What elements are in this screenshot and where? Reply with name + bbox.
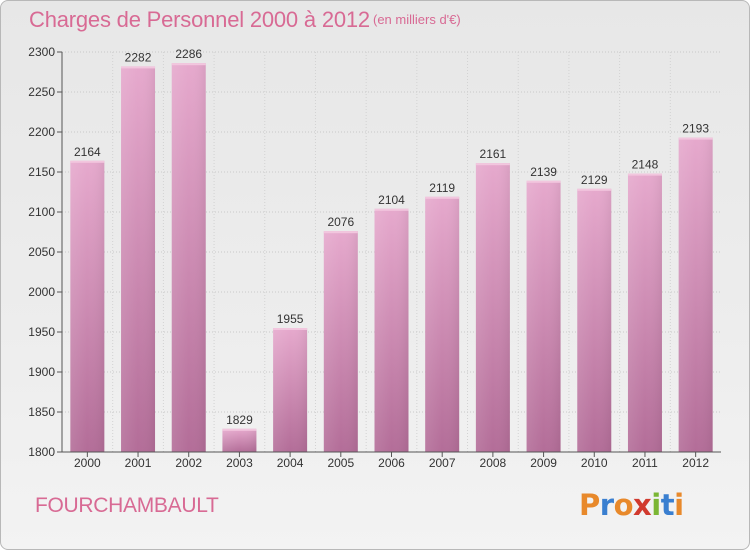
- bar-shade: [323, 231, 358, 452]
- bar-shade: [627, 173, 662, 452]
- value-label: 1829: [226, 413, 253, 427]
- bar-top-highlight: [273, 328, 308, 330]
- chart-title: Charges de Personnel 2000 à 2012: [29, 7, 370, 32]
- value-label: 2139: [530, 165, 557, 179]
- value-label: 2286: [175, 47, 202, 61]
- x-tick-label: 2000: [74, 456, 101, 470]
- y-tick-label: 2200: [28, 125, 55, 139]
- bar-shade: [475, 163, 510, 452]
- bar-top-highlight: [678, 137, 713, 140]
- logo-letter: P: [579, 488, 600, 522]
- labels: 1800 1850 1900 1950 2000 2050 2100 2150 2200 2250…: [28, 45, 709, 470]
- y-tick-label: 2000: [28, 285, 55, 299]
- value-label: 1955: [277, 312, 304, 326]
- value-label: 2282: [125, 50, 152, 64]
- value-label: 2129: [581, 173, 608, 187]
- axes: [57, 51, 721, 457]
- logo-letter: o: [613, 488, 634, 522]
- bar-top-highlight: [171, 63, 206, 66]
- value-label: 2119: [429, 181, 455, 195]
- value-label: 2193: [682, 122, 709, 136]
- bar-shade: [577, 188, 612, 453]
- bar-top-highlight: [222, 428, 257, 431]
- y-tick-label: 2100: [28, 205, 55, 219]
- bar-top-highlight: [121, 66, 156, 69]
- x-tick-label: 2002: [175, 456, 202, 470]
- proxiti-logo[interactable]: Proxiti: [579, 488, 699, 528]
- x-tick-label: 2008: [480, 456, 507, 470]
- y-tick-label: 2300: [28, 45, 55, 59]
- bar-top-highlight: [374, 208, 409, 211]
- y-tick-label: 1950: [28, 325, 55, 339]
- bar-top-highlight: [526, 180, 561, 183]
- x-tick-label: 2006: [378, 456, 405, 470]
- bar-top-highlight: [323, 231, 358, 234]
- bar-top-highlight: [70, 160, 105, 163]
- bar-shade: [70, 160, 105, 453]
- logo-letter: r: [599, 488, 614, 522]
- x-tick-label: 2001: [125, 456, 152, 470]
- value-label: 2104: [378, 193, 405, 207]
- x-tick-label: 2007: [429, 456, 456, 470]
- bar-shade: [121, 66, 156, 453]
- x-tick-label: 2011: [632, 456, 658, 470]
- value-label: 2076: [327, 215, 354, 229]
- logo-letter: x: [633, 488, 652, 522]
- value-label: 2164: [74, 145, 101, 159]
- x-tick-label: 2012: [682, 456, 709, 470]
- bars: [70, 63, 713, 453]
- bar-shade: [425, 196, 460, 452]
- y-tick-label: 1850: [28, 405, 55, 419]
- bar-shade: [526, 180, 561, 453]
- bar-top-highlight: [475, 163, 510, 166]
- logo-letter: i: [674, 488, 684, 522]
- y-tick-label: 2250: [28, 85, 55, 99]
- commune-name: FOURCHAMBAULT: [35, 494, 219, 517]
- bar-shade: [171, 63, 206, 452]
- x-tick-label: 2005: [327, 456, 354, 470]
- bar-top-highlight: [627, 173, 662, 176]
- y-tick-label: 1800: [28, 445, 55, 459]
- logo-letter: i: [651, 488, 661, 522]
- bar-shade: [222, 428, 257, 452]
- bar-shade: [374, 208, 409, 452]
- chart-subtitle: (en milliers d'€): [373, 12, 461, 27]
- x-tick-label: 2004: [277, 456, 304, 470]
- value-label: 2161: [480, 147, 507, 161]
- x-tick-label: 2003: [226, 456, 253, 470]
- x-tick-label: 2009: [530, 456, 557, 470]
- bar-shade: [273, 328, 308, 452]
- bar-shade: [678, 137, 713, 452]
- x-tick-label: 2010: [581, 456, 608, 470]
- bar-top-highlight: [425, 196, 460, 199]
- logo-letter: t: [660, 488, 675, 522]
- y-tick-label: 1900: [28, 365, 55, 379]
- bar-top-highlight: [577, 188, 612, 191]
- y-tick-label: 2150: [28, 165, 55, 179]
- value-label: 2148: [632, 158, 659, 172]
- y-tick-label: 2050: [28, 245, 55, 259]
